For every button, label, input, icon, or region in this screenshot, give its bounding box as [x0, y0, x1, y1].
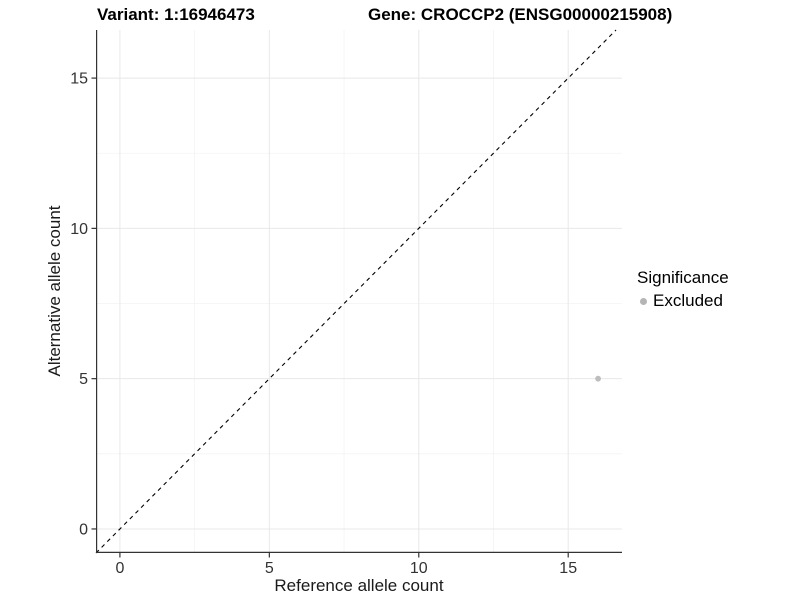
plot-title-gene: Gene: CROCCP2 (ENSG00000215908): [368, 5, 673, 24]
legend-item-excluded: Excluded: [637, 291, 729, 311]
legend: Significance Excluded: [637, 268, 729, 311]
data-point: [595, 375, 601, 382]
x-tick-label: 5: [265, 560, 274, 577]
x-axis-title: Reference allele count: [274, 576, 444, 595]
y-tick-label: 15: [70, 71, 88, 88]
identity-line: [95, 29, 617, 554]
y-tick-label: 0: [79, 521, 88, 538]
x-tick-label: 10: [410, 560, 428, 577]
y-axis-title: Alternative allele count: [45, 205, 64, 377]
legend-point-icon: [640, 297, 647, 305]
legend-title: Significance: [637, 268, 729, 287]
plot-area-svg: 0 5 10 15 0 5 10 15: [70, 29, 622, 577]
plot-title-variant: Variant: 1:16946473: [97, 5, 255, 24]
x-tick-label: 0: [115, 560, 124, 577]
legend-item-label: Excluded: [653, 291, 723, 310]
y-tick-label: 10: [70, 221, 88, 238]
x-tick-label: 15: [559, 560, 577, 577]
y-tick-label: 5: [79, 371, 88, 388]
plot-panel: 0 5 10 15 0 5 10 15: [70, 29, 622, 577]
